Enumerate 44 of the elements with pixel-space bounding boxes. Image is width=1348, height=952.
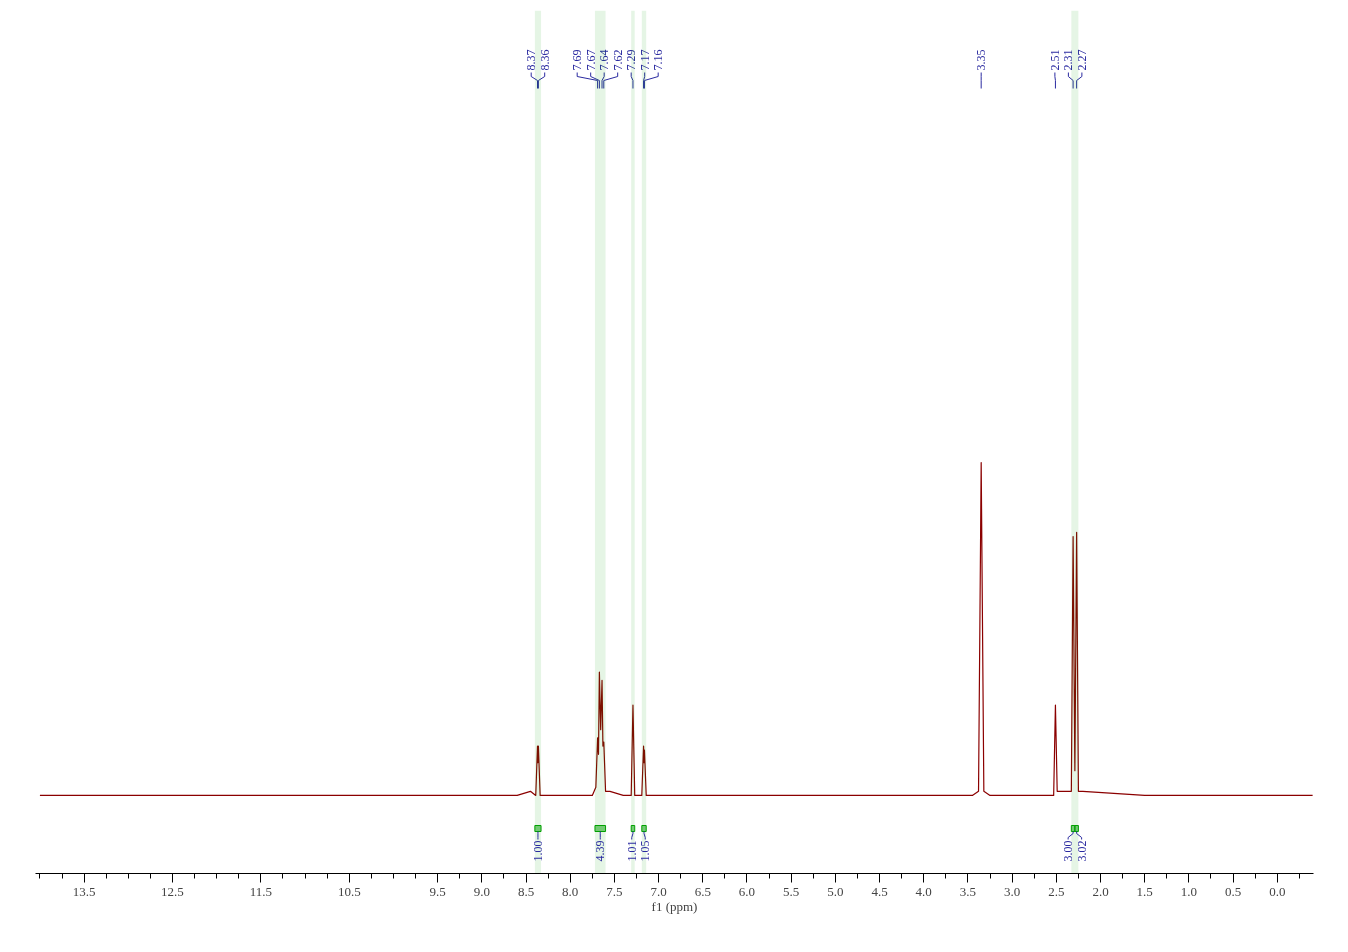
- annotation: 2.51: [1047, 49, 1062, 71]
- annotation: 7.29: [624, 49, 639, 71]
- x-axis-title: f1 (ppm): [651, 898, 698, 914]
- x-tick-label: 9.0: [473, 883, 490, 899]
- x-tick-label: 11.5: [249, 883, 273, 899]
- annotation: 3.35: [974, 49, 989, 71]
- annotation: 2.27: [1074, 49, 1089, 71]
- annotation: 7.67: [583, 49, 598, 71]
- annotation: 7.62: [610, 49, 625, 71]
- x-tick-label: 0.5: [1224, 883, 1242, 899]
- x-tick-label: 5.5: [783, 883, 800, 899]
- annotation: 7.69: [570, 49, 585, 71]
- x-tick-label: 6.5: [694, 883, 711, 899]
- x-tick-label: 5.0: [827, 883, 844, 899]
- x-tick-label: 10.5: [337, 883, 361, 899]
- x-tick-label: 1.5: [1136, 883, 1153, 899]
- x-tick-label: 0.0: [1269, 883, 1286, 899]
- band-label: 1.01: [624, 840, 639, 862]
- annotation: 8.36: [537, 49, 552, 71]
- x-tick-label: 7.5: [606, 883, 623, 899]
- annotation: 7.17: [637, 49, 652, 71]
- x-tick-label: 8.5: [517, 883, 535, 899]
- band-label: 1.00: [530, 840, 545, 862]
- x-tick-label: 4.5: [871, 883, 888, 899]
- band-label: 1.05: [638, 840, 653, 862]
- x-tick-label: 9.5: [429, 883, 446, 899]
- x-tick-label: 3.0: [1003, 883, 1021, 899]
- x-tick-label: 13.5: [72, 883, 96, 899]
- band-label: 3.00: [1061, 840, 1076, 862]
- x-tick-label: 7.0: [650, 883, 667, 899]
- x-tick-label: 6.0: [738, 883, 756, 899]
- x-tick-label: 2.5: [1048, 883, 1065, 899]
- x-tick-label: 2.0: [1092, 883, 1109, 899]
- band-label: 4.39: [593, 840, 608, 862]
- annotation: 2.31: [1061, 49, 1076, 71]
- x-tick-label: 4.0: [915, 883, 932, 899]
- annotation: 8.37: [524, 49, 539, 71]
- annotation: 7.64: [597, 49, 612, 71]
- annotation: 7.16: [651, 49, 666, 71]
- band-label: 3.02: [1074, 840, 1089, 862]
- x-tick-label: 8.0: [562, 883, 579, 899]
- x-tick-label: 12.5: [161, 883, 184, 899]
- x-tick-label: 3.5: [959, 883, 977, 899]
- x-tick-label: 1.0: [1180, 883, 1198, 899]
